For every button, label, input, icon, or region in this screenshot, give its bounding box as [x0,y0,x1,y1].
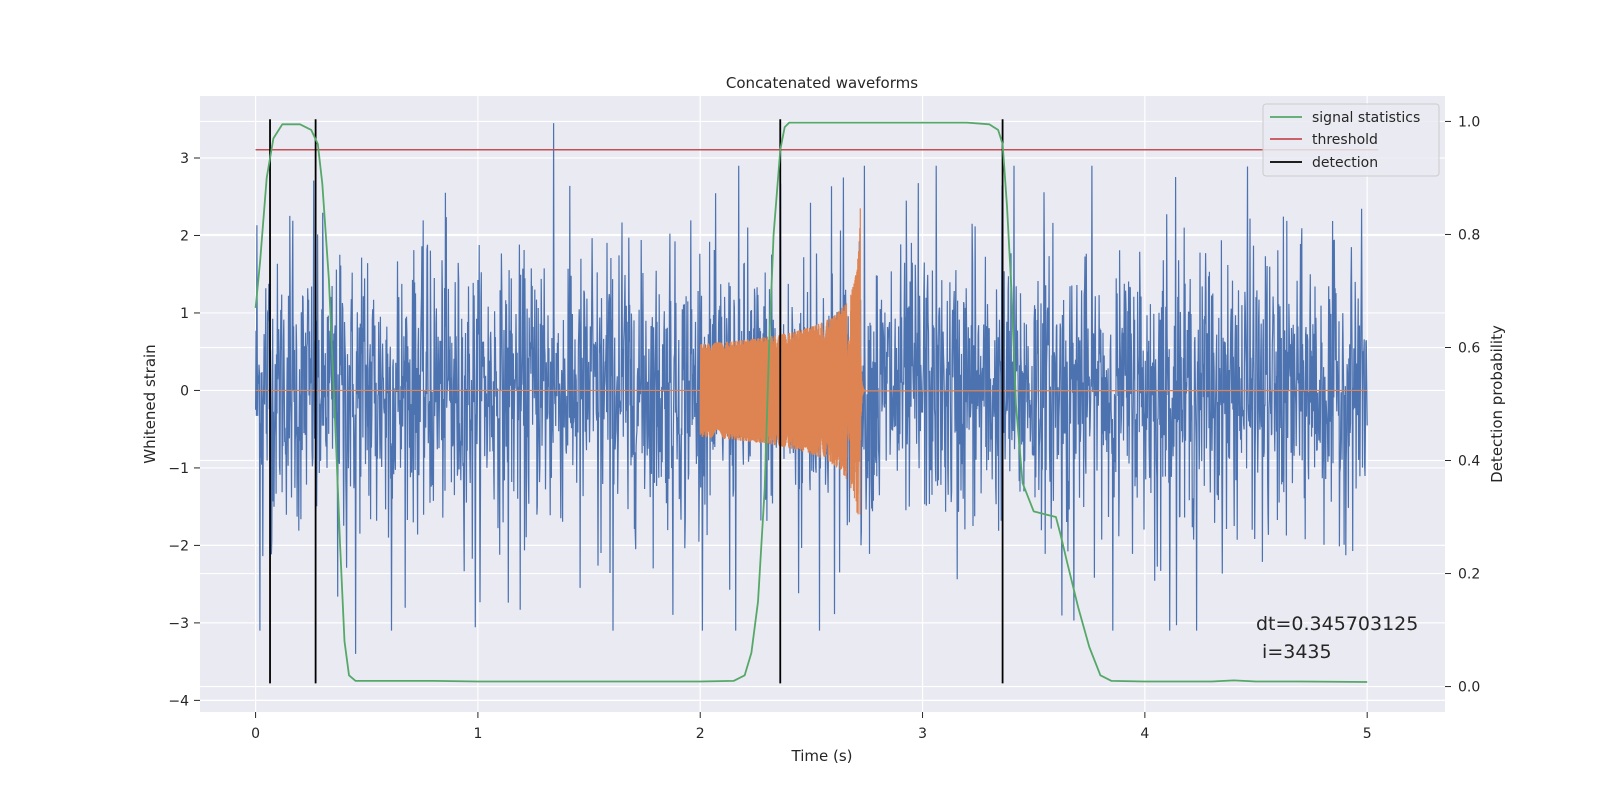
y2-tick-label-2: 0.4 [1458,454,1480,470]
y-tick-label-0: −4 [168,693,189,709]
y-tick-label-3: −1 [168,461,189,477]
x-axis-label: Time (s) [791,747,853,765]
legend-label-detection: detection [1312,155,1378,171]
legend: signal statistics threshold detection [1262,103,1440,177]
y-tick-label-2: −2 [168,538,189,554]
y-tick-label-1: −3 [168,616,189,632]
x-tick-label-4: 4 [1140,726,1149,742]
detection-lines [269,119,1004,684]
ticks: 0 1 2 3 4 5 −4 −3 −2 −1 0 1 2 3 0.0 0.2 0.4 0.6 0.8 1.0 [168,114,1480,742]
annotation-dt: dt=0.345703125 [1256,613,1418,635]
series-signal-statistics-line [254,121,1368,683]
y2-tick-label-5: 1.0 [1458,114,1480,130]
x-tick-label-3: 3 [918,726,927,742]
y2-tick-label-1: 0.2 [1458,567,1480,583]
legend-box [1262,103,1440,177]
x-tick-label-5: 5 [1363,726,1372,742]
y2-axis-label: Detection probability [1488,325,1506,483]
series-chirp-line [255,208,1368,515]
x-tick-label-1: 1 [473,726,482,742]
x-tick-label-0: 0 [251,726,260,742]
y-tick-label-7: 3 [180,151,189,167]
y-tick-label-4: 0 [180,383,189,399]
annotation-i: i=3435 [1256,641,1332,663]
y2-tick-label-4: 0.8 [1458,227,1480,243]
y2-tick-label-0: 0.0 [1458,680,1480,696]
series-layer [254,119,1379,684]
chart-title: Concatenated waveforms [726,74,918,92]
x-tick-label-2: 2 [696,726,705,742]
legend-label-signal-statistics: signal statistics [1312,110,1420,126]
legend-label-threshold: threshold [1312,132,1378,148]
y2-tick-label-3: 0.6 [1458,340,1480,356]
y-tick-label-6: 2 [180,228,189,244]
y-tick-label-5: 1 [180,306,189,322]
y-axis-label: Whitened strain [141,344,159,463]
